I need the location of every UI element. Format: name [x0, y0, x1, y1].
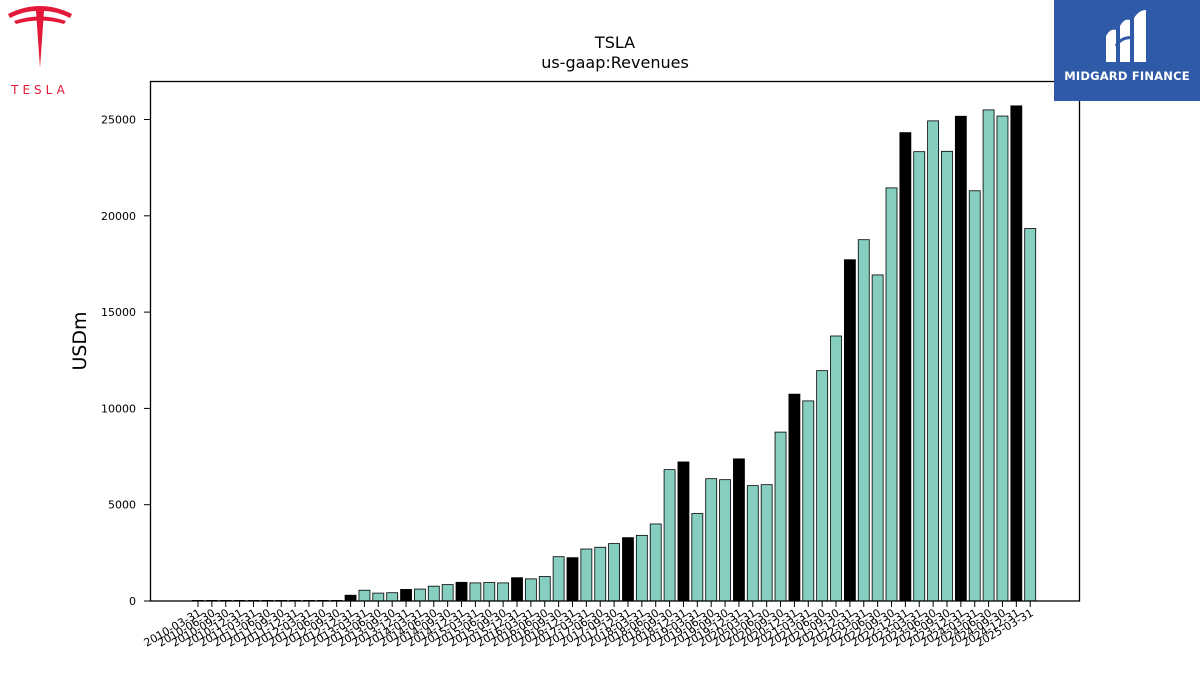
bar-2018-09-30 — [663, 469, 676, 602]
x-axis: 2010-03-312010-06-302010-09-302010-12-31… — [142, 601, 1036, 650]
bar-2019-12-31 — [733, 458, 745, 602]
bars-layer — [192, 105, 1037, 602]
bar-2021-09-30 — [830, 335, 842, 602]
publisher-name: MIDGARD FINANCE — [1064, 69, 1190, 83]
y-tick-label: 0 — [129, 595, 136, 608]
y-tick-label: 15000 — [101, 306, 136, 319]
bar-2022-03-31 — [857, 239, 870, 602]
midgard-finance-badge: MIDGARD FINANCE — [1054, 0, 1200, 101]
plot-frame — [149, 80, 1081, 602]
bar-2022-12-31 — [899, 132, 912, 602]
bar-2017-09-30 — [608, 543, 620, 602]
tesla-logo — [4, 2, 76, 98]
bar-2016-06-30 — [538, 576, 551, 602]
bar-2025-03-31 — [1024, 228, 1037, 602]
bar-2018-03-31 — [635, 534, 648, 602]
bar-2021-03-31 — [802, 400, 815, 602]
bar-2021-12-31 — [843, 259, 856, 602]
bar-2020-09-30 — [774, 431, 787, 602]
chart-title: TSLA — [594, 33, 635, 52]
bar-2014-03-31 — [414, 588, 426, 602]
bar-2022-06-30 — [871, 274, 884, 602]
bar-2023-09-30 — [941, 150, 953, 602]
bar-2024-12-31 — [1010, 105, 1023, 602]
bar-2020-12-31 — [788, 393, 801, 602]
bar-2023-06-30 — [927, 120, 940, 602]
bar-2017-03-31 — [580, 548, 593, 602]
bar-2019-03-31 — [691, 513, 704, 602]
chart-subtitle: us-gaap:Revenues — [541, 53, 689, 72]
bar-2022-09-30 — [885, 187, 898, 602]
bar-2013-06-30 — [372, 592, 385, 602]
tesla-wordmark: TESLA — [11, 83, 69, 97]
bar-2020-06-30 — [760, 484, 773, 602]
y-tick-label: 5000 — [108, 499, 136, 512]
y-tick-label: 25000 — [101, 114, 136, 127]
bar-2013-12-31 — [400, 589, 412, 602]
bar-2023-12-31 — [954, 115, 967, 602]
bar-2016-09-30 — [552, 556, 565, 602]
y-tick-label: 20000 — [101, 210, 136, 223]
bar-2017-12-31 — [622, 537, 634, 602]
bar-2013-09-30 — [386, 592, 399, 602]
bar-2014-09-30 — [441, 584, 454, 602]
bar-2019-09-30 — [719, 479, 731, 602]
bar-2017-06-30 — [594, 546, 607, 602]
bar-2020-03-31 — [746, 485, 759, 602]
y-axis: 0 5000 10000 15000 20000 25000 — [101, 114, 150, 608]
bar-2018-06-30 — [649, 523, 662, 602]
bar-2024-03-31 — [968, 190, 981, 602]
bar-2014-12-31 — [455, 581, 468, 602]
bar-2015-06-30 — [483, 582, 496, 602]
bar-2012-12-31 — [344, 594, 357, 602]
bar-2016-12-31 — [566, 557, 579, 602]
bar-2024-06-30 — [982, 109, 995, 602]
bar-2015-03-31 — [469, 582, 482, 602]
bar-2014-06-30 — [427, 585, 440, 602]
y-tick-label: 10000 — [101, 402, 136, 415]
tesla-t-logo-icon — [8, 6, 72, 68]
bar-2013-03-31 — [358, 589, 371, 602]
bar-2019-06-30 — [705, 478, 718, 602]
bar-2016-03-31 — [524, 578, 537, 602]
bar-2021-06-30 — [816, 370, 829, 602]
y-axis-label: USDm — [69, 311, 91, 370]
bar-2024-09-30 — [996, 115, 1009, 602]
bar-2015-09-30 — [497, 582, 510, 602]
bar-2023-03-31 — [913, 151, 926, 602]
midgard-m-logo-icon — [1106, 10, 1146, 63]
bar-2015-12-31 — [511, 577, 523, 602]
bar-2018-12-31 — [677, 461, 690, 602]
